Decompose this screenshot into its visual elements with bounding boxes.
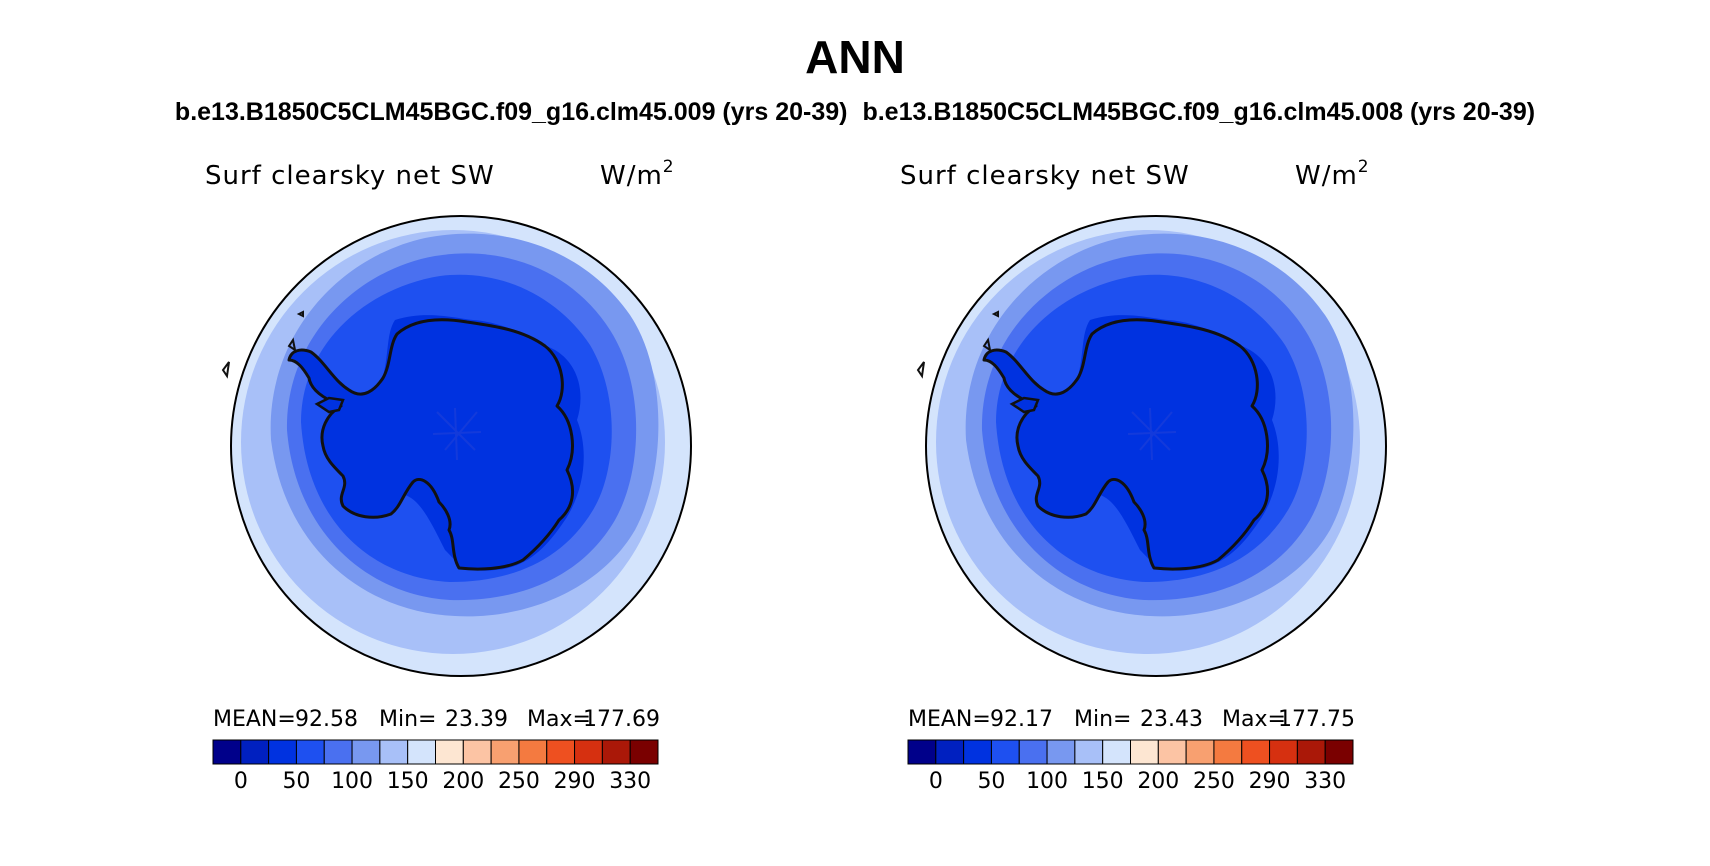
colorbar-swatch bbox=[1130, 739, 1159, 765]
mean-label: MEAN= bbox=[213, 707, 296, 732]
colorbar-ticks: 0 50 100 150 200 250 290 330 bbox=[234, 769, 651, 794]
min-value: 23.39 bbox=[445, 707, 508, 732]
colorbar-swatch bbox=[240, 739, 270, 765]
colorbar-swatch bbox=[323, 739, 353, 765]
colorbar-swatch bbox=[629, 739, 659, 765]
south-america-tip bbox=[221, 361, 230, 379]
min-label: Min= bbox=[1074, 707, 1131, 732]
colorbar bbox=[907, 739, 1354, 765]
colorbar-ticks: 0 50 100 150 200 250 290 330 bbox=[929, 769, 1346, 794]
colorbar-swatch bbox=[435, 739, 464, 765]
antarctica-coastline bbox=[287, 318, 575, 571]
colorbar-swatch bbox=[546, 739, 576, 765]
colorbar-swatch bbox=[351, 739, 381, 765]
colorbar-swatch bbox=[574, 739, 603, 765]
colorbar-tick-label: 250 bbox=[498, 769, 540, 794]
units-label: W/m2 bbox=[1295, 157, 1370, 191]
colorbar-swatch bbox=[1074, 739, 1104, 765]
colorbar-tick-label: 290 bbox=[1249, 769, 1291, 794]
colorbar-swatch bbox=[268, 739, 297, 765]
colorbar-swatch bbox=[295, 739, 325, 765]
units-label: W/m2 bbox=[600, 157, 675, 191]
colorbar-swatch bbox=[407, 739, 436, 765]
colorbar-swatch bbox=[907, 739, 937, 765]
mean-value: 92.58 bbox=[295, 707, 358, 732]
figure-title: ANN bbox=[805, 31, 905, 83]
max-label: Max= bbox=[527, 707, 591, 732]
antarctica-coastline bbox=[982, 318, 1270, 571]
colorbar-swatch bbox=[212, 739, 242, 765]
mean-value: 92.17 bbox=[990, 707, 1053, 732]
plateau-texture bbox=[432, 407, 482, 461]
colorbar-tick-label: 200 bbox=[1137, 769, 1179, 794]
colorbar-tick-label: 50 bbox=[282, 769, 310, 794]
colorbar-tick-label: 150 bbox=[387, 769, 429, 794]
colorbar-tick-label: 150 bbox=[1082, 769, 1124, 794]
subtitle-case-right: b.e13.B1850C5CLM45BGC.f09_g16.clm45.008 … bbox=[862, 98, 1536, 126]
max-value: 177.75 bbox=[1278, 707, 1355, 732]
colorbar-swatch bbox=[379, 739, 409, 765]
colorbar-tick-label: 200 bbox=[442, 769, 484, 794]
colorbar-swatch bbox=[1324, 739, 1354, 765]
island-outline bbox=[287, 337, 297, 353]
colorbar-tick-label: 250 bbox=[1193, 769, 1235, 794]
colorbar-swatch bbox=[1241, 739, 1271, 765]
colorbar-swatch bbox=[1185, 739, 1215, 765]
variable-label: Surf clearsky net SW bbox=[205, 161, 495, 191]
min-value: 23.43 bbox=[1140, 707, 1203, 732]
island-outline bbox=[991, 310, 999, 318]
colorbar bbox=[212, 739, 659, 765]
map-panel-left-svg: Surf clearsky net SW W/m2 MEAN= 92.58 Mi… bbox=[205, 157, 692, 794]
colorbar-swatch bbox=[990, 739, 1020, 765]
colorbar-tick-label: 100 bbox=[1026, 769, 1068, 794]
island-outline bbox=[296, 310, 304, 318]
colorbar-swatch bbox=[1296, 739, 1326, 765]
map-panel-right: Surf clearsky net SW W/m2 MEAN= 92.17 Mi… bbox=[900, 150, 1460, 866]
colorbar-swatch bbox=[462, 739, 492, 765]
ice-shelf-outline bbox=[314, 396, 345, 414]
colorbar-swatch bbox=[1269, 739, 1298, 765]
island-outline bbox=[982, 337, 992, 353]
figure-subtitle: b.e13.B1850C5CLM45BGC.f09_g16.clm45.009 … bbox=[0, 98, 1710, 127]
max-value: 177.69 bbox=[583, 707, 660, 732]
colorbar-swatch bbox=[935, 739, 965, 765]
mean-label: MEAN= bbox=[908, 707, 991, 732]
colorbar-tick-label: 330 bbox=[609, 769, 651, 794]
map-panel-right-svg: Surf clearsky net SW W/m2 MEAN= 92.17 Mi… bbox=[900, 157, 1387, 794]
colorbar-tick-label: 0 bbox=[234, 769, 248, 794]
variable-label: Surf clearsky net SW bbox=[900, 161, 1190, 191]
colorbar-swatch bbox=[518, 739, 548, 765]
map-boundary-circle bbox=[230, 215, 692, 677]
colorbar-tick-label: 50 bbox=[977, 769, 1005, 794]
min-label: Min= bbox=[379, 707, 436, 732]
colorbar-tick-label: 100 bbox=[331, 769, 373, 794]
max-label: Max= bbox=[1222, 707, 1286, 732]
ice-shelf-outline bbox=[1009, 396, 1040, 414]
colorbar-swatch bbox=[601, 739, 631, 765]
colorbar-swatch bbox=[963, 739, 992, 765]
map-panel-left: Surf clearsky net SW W/m2 MEAN= 92.58 Mi… bbox=[205, 150, 765, 866]
colorbar-swatch bbox=[1018, 739, 1048, 765]
colorbar-tick-label: 290 bbox=[554, 769, 596, 794]
colorbar-tick-label: 0 bbox=[929, 769, 943, 794]
colorbar-swatch bbox=[1213, 739, 1243, 765]
colorbar-swatch bbox=[1046, 739, 1076, 765]
subtitle-case-left: b.e13.B1850C5CLM45BGC.f09_g16.clm45.009 … bbox=[174, 98, 848, 126]
map-boundary-circle bbox=[925, 215, 1387, 677]
colorbar-swatch bbox=[1102, 739, 1131, 765]
colorbar-swatch bbox=[490, 739, 520, 765]
south-america-tip bbox=[916, 361, 925, 379]
plateau-texture bbox=[1127, 407, 1177, 461]
colorbar-tick-label: 330 bbox=[1304, 769, 1346, 794]
colorbar-swatch bbox=[1157, 739, 1187, 765]
